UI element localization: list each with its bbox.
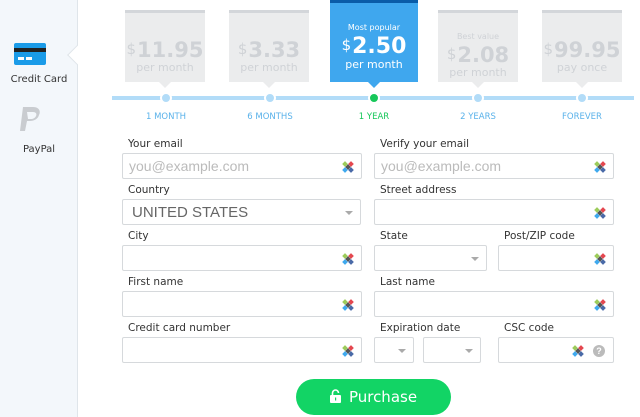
sidebar-item-paypal[interactable]: PayPal	[0, 104, 78, 158]
first-name-label: First name	[128, 276, 184, 288]
timeline-label[interactable]: 1 MONTH	[145, 112, 187, 122]
credit-card-icon	[14, 43, 46, 65]
plan-tag: Most popular	[347, 23, 401, 32]
currency: $	[237, 40, 248, 58]
plan-price: 2.08	[457, 43, 510, 67]
plan-period: pay once	[556, 61, 608, 74]
verify-email-placeholder: you@example.com	[381, 158, 502, 174]
timeline-dot-6-months[interactable]	[264, 92, 276, 104]
plan-price: 3.33	[248, 38, 301, 62]
card-number-field[interactable]	[122, 337, 362, 363]
csc-field[interactable]: ?	[498, 337, 614, 363]
password-manager-icon[interactable]	[593, 160, 607, 174]
sidebar-item-credit-card[interactable]: Credit Card	[0, 40, 78, 90]
currency: $	[341, 36, 352, 54]
csc-label: CSC code	[504, 322, 554, 334]
timeline-label[interactable]: 6 MONTHS	[247, 112, 293, 122]
password-manager-icon[interactable]	[341, 160, 355, 174]
zip-field[interactable]	[498, 245, 614, 271]
password-manager-icon[interactable]	[341, 298, 355, 312]
password-manager-icon[interactable]	[593, 206, 607, 220]
timeline-dot-1-year[interactable]	[368, 92, 380, 104]
sidebar-item-label: Credit Card	[10, 74, 68, 85]
city-label: City	[128, 230, 149, 242]
email-label: Your email	[128, 138, 183, 150]
plan-card-1-year[interactable]: Most popular $2.50 per month	[330, 0, 418, 88]
country-value: UNITED STATES	[132, 204, 249, 221]
plan-tag: Best value	[456, 32, 500, 41]
plan-period: per month	[136, 61, 194, 74]
plan-price: 99.95	[554, 38, 621, 62]
password-manager-icon[interactable]	[571, 344, 585, 358]
chevron-down-icon	[398, 349, 406, 353]
street-label: Street address	[380, 184, 457, 196]
timeline-label[interactable]: 2 YEARS	[460, 112, 496, 122]
email-placeholder: you@example.com	[129, 158, 250, 174]
password-manager-icon[interactable]	[341, 344, 355, 358]
plan-price: 2.50	[352, 34, 407, 59]
zip-label: Post/ZIP code	[504, 230, 575, 242]
timeline-label[interactable]: 1 YEAR	[358, 112, 390, 122]
currency: $	[126, 40, 137, 58]
plan-price: 11.95	[137, 38, 204, 62]
currency: $	[543, 40, 554, 58]
street-address-field[interactable]	[374, 199, 614, 225]
purchase-label: Purchase	[348, 388, 418, 406]
verify-email-field[interactable]: you@example.com	[374, 153, 614, 179]
first-name-field[interactable]	[122, 291, 362, 317]
timeline-dot-2-years[interactable]	[472, 92, 484, 104]
plan-period: per month	[345, 58, 403, 71]
currency: $	[446, 45, 457, 63]
timeline-dot-1-month[interactable]	[160, 92, 172, 104]
state-label: State	[380, 230, 408, 242]
state-select[interactable]	[374, 245, 487, 271]
payment-method-sidebar: Credit Card PayPal	[0, 0, 87, 417]
plan-card-forever[interactable]: $99.95 pay once	[542, 10, 622, 88]
verify-email-label: Verify your email	[380, 138, 470, 150]
expiration-year-select[interactable]	[423, 337, 481, 363]
last-name-field[interactable]	[374, 291, 614, 317]
plan-period: per month	[240, 61, 298, 74]
card-number-label: Credit card number	[128, 322, 231, 334]
plan-card-6-months[interactable]: $3.33 per month	[229, 10, 309, 88]
expiration-month-select[interactable]	[374, 337, 414, 363]
plan-card-2-years[interactable]: Best value $2.08 per month	[438, 10, 518, 88]
email-field[interactable]: you@example.com	[122, 153, 362, 179]
country-select[interactable]: UNITED STATES	[122, 199, 361, 225]
chevron-down-icon	[471, 257, 479, 261]
sidebar-item-label: PayPal	[22, 144, 56, 155]
expiration-label: Expiration date	[380, 322, 461, 334]
last-name-label: Last name	[380, 276, 435, 288]
timeline-label[interactable]: FOREVER	[562, 112, 602, 122]
city-field[interactable]	[122, 245, 362, 271]
password-manager-icon[interactable]	[341, 252, 355, 266]
paypal-icon	[20, 107, 40, 131]
country-label: Country	[128, 184, 170, 196]
plan-period: per month	[449, 66, 507, 79]
purchase-button[interactable]: Purchase	[296, 379, 451, 415]
lock-icon	[329, 389, 341, 403]
password-manager-icon[interactable]	[593, 252, 607, 266]
timeline-dot-forever[interactable]	[576, 92, 588, 104]
help-icon[interactable]: ?	[593, 345, 605, 357]
plan-card-1-month[interactable]: $11.95 per month	[125, 10, 205, 88]
chevron-down-icon	[465, 349, 473, 353]
chevron-down-icon	[345, 211, 353, 215]
password-manager-icon[interactable]	[593, 298, 607, 312]
